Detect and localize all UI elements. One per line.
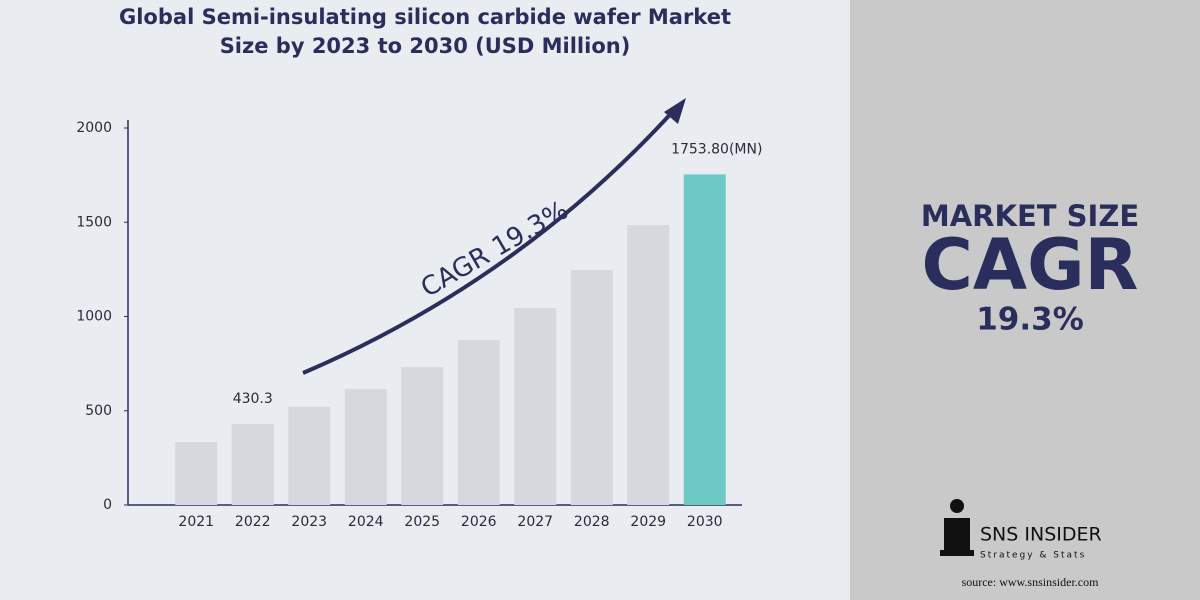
bar — [175, 442, 218, 505]
logo — [940, 499, 974, 556]
panel-heading: MARKET SIZE — [921, 199, 1139, 233]
panel-value: 19.3% — [976, 302, 1084, 338]
x-tick-label: 2026 — [461, 514, 497, 530]
bar — [683, 174, 726, 506]
y-tick-label: 2000 — [76, 120, 112, 136]
bar — [231, 423, 274, 505]
bar — [514, 308, 557, 505]
bar — [288, 406, 331, 505]
side-panel — [850, 0, 1200, 600]
x-tick-label: 2024 — [348, 514, 384, 530]
x-tick-label: 2022 — [235, 514, 271, 530]
bar — [344, 389, 387, 505]
x-tick-label: 2025 — [404, 514, 440, 530]
y-tick-label: 1000 — [76, 309, 112, 325]
brand: SNS INSIDER — [980, 524, 1102, 546]
x-tick-label: 2027 — [517, 514, 553, 530]
x-tick-label: 2029 — [630, 514, 666, 530]
y-tick-label: 0 — [103, 497, 112, 513]
bar — [457, 340, 500, 505]
x-tick-label: 2023 — [291, 514, 327, 530]
cagr-arrow — [302, 106, 678, 375]
bar — [627, 225, 670, 505]
bar — [401, 367, 444, 505]
arrow-head — [664, 98, 686, 124]
value-label: 1753.80(MN) — [671, 141, 762, 157]
source: source: www.snsinsider.com — [962, 575, 1100, 589]
chart-title: Global Semi-insulating silicon carbide w… — [119, 5, 731, 29]
chart-title: Size by 2023 to 2030 (USD Million) — [220, 34, 631, 58]
tagline: Strategy & Stats — [980, 551, 1086, 561]
panel-big: CAGR — [922, 224, 1139, 306]
annotation: CAGR 19.3% — [416, 195, 574, 303]
x-tick-label: 2021 — [178, 514, 214, 530]
value-label: 430.3 — [233, 391, 273, 407]
y-tick-label: 500 — [85, 403, 112, 419]
x-tick-label: 2028 — [574, 514, 610, 530]
bar — [570, 269, 613, 505]
x-tick-label: 2030 — [687, 514, 723, 530]
y-tick-label: 1500 — [76, 214, 112, 230]
